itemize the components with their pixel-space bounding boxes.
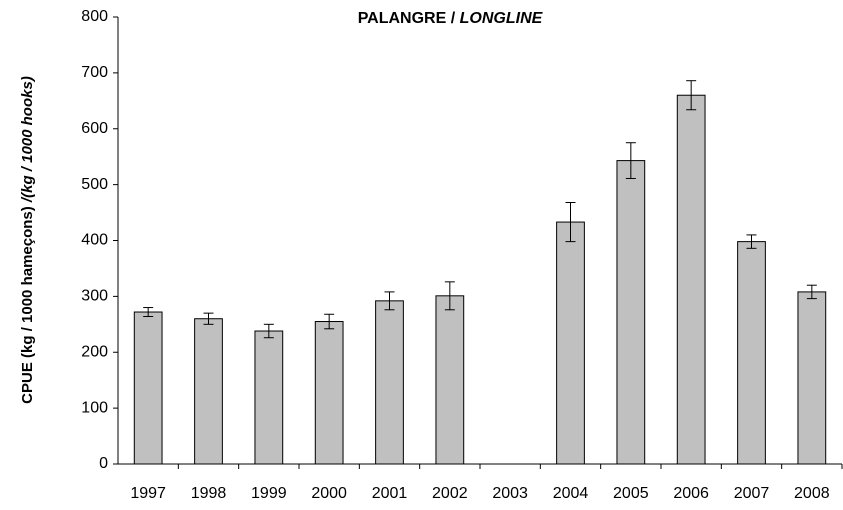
x-tick-label: 2006 [673, 485, 709, 502]
x-tick-label: 2004 [553, 485, 589, 502]
bar [314, 321, 344, 465]
y-tick-label: 700 [81, 64, 108, 81]
bar [254, 330, 284, 465]
x-tick-label: 2000 [311, 485, 347, 502]
bar [194, 318, 223, 465]
y-tick-label: 800 [81, 8, 108, 25]
x-tick-label: 2008 [794, 485, 830, 502]
title-italic: LONGLINE [460, 10, 544, 27]
x-tick-label: 1999 [251, 485, 287, 502]
bar [556, 221, 585, 465]
bar [797, 291, 827, 465]
y-tick-label: 300 [81, 288, 108, 305]
bar [737, 241, 766, 465]
y-tick-label: 600 [81, 120, 108, 137]
title-plain: PALANGRE / [358, 10, 456, 27]
y-tick-label: 400 [81, 232, 108, 249]
bar [616, 160, 646, 465]
bar [435, 295, 465, 465]
y-tick-label: 100 [81, 399, 108, 416]
x-tick-label: 2005 [613, 485, 649, 502]
y-tick-label: 200 [81, 343, 108, 360]
x-tick-label: 2003 [492, 485, 528, 502]
bar [375, 300, 404, 465]
chart-title: PALANGRE / LONGLINE [358, 10, 544, 27]
bar [133, 311, 163, 465]
y-label-italic: /(kg / 1000 hooks) [19, 76, 36, 203]
y-axis-label: CPUE (kg / 1000 hameçons) /(kg / 1000 ho… [19, 76, 36, 404]
y-tick-label: 500 [81, 176, 108, 193]
bar [676, 94, 706, 465]
y-label-plain: CPUE (kg / 1000 hameçons) [19, 206, 36, 404]
x-tick-label: 2002 [432, 485, 468, 502]
y-tick-label: 0 [99, 455, 108, 472]
x-tick-label: 1997 [130, 485, 166, 502]
x-tick-label: 2001 [372, 485, 408, 502]
x-tick-label: 2007 [734, 485, 770, 502]
x-tick-label: 1998 [191, 485, 227, 502]
